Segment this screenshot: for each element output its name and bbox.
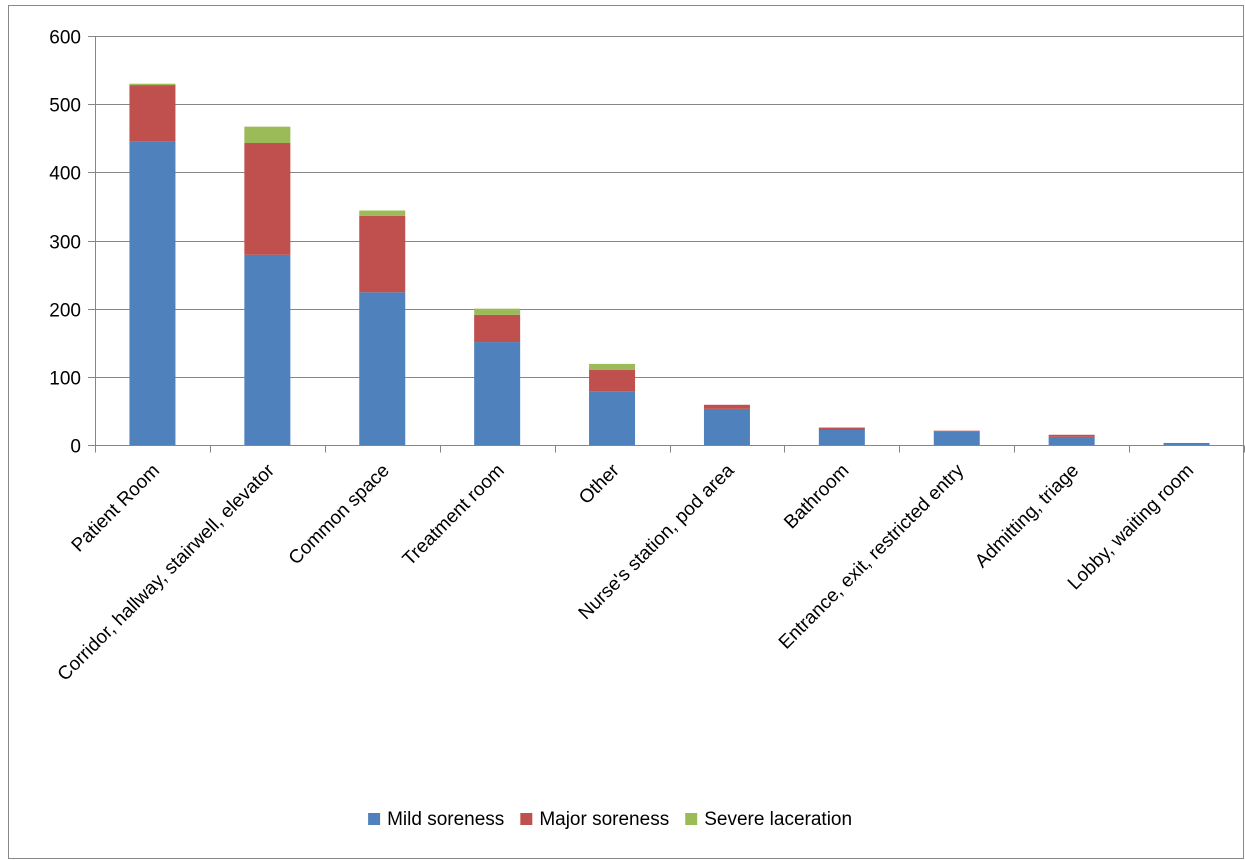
y-tick-label: 500 bbox=[49, 96, 81, 117]
bar-severe-laceration bbox=[359, 210, 406, 216]
bars bbox=[129, 83, 1210, 446]
chart-frame: 0 100 200 300 400 500 600 Patient Room Corridor… bbox=[8, 5, 1245, 859]
x-tick-label: Patient Room bbox=[68, 460, 164, 556]
legend-label: Severe laceration bbox=[704, 809, 852, 830]
bar-major-soreness bbox=[933, 430, 980, 432]
bar-mild-soreness bbox=[818, 430, 865, 445]
y-tick-label: 100 bbox=[49, 369, 81, 390]
bar-severe-laceration bbox=[589, 363, 636, 371]
bar-severe-laceration bbox=[129, 83, 176, 86]
bar-mild-soreness bbox=[589, 391, 636, 445]
bar-major-soreness bbox=[589, 370, 636, 392]
bar-severe-laceration bbox=[818, 427, 865, 428]
bar-major-soreness bbox=[359, 215, 406, 293]
axes bbox=[88, 36, 1245, 453]
bar-major-soreness bbox=[1048, 434, 1095, 437]
bar-major-soreness bbox=[818, 427, 865, 431]
bar-severe-laceration bbox=[244, 126, 291, 144]
y-tick-label: 200 bbox=[49, 301, 81, 322]
bar-mild-soreness bbox=[129, 141, 176, 446]
x-tick-label: Entrance, exit, restricted entry bbox=[775, 460, 969, 654]
bar-major-soreness bbox=[244, 143, 291, 255]
bar-mild-soreness bbox=[1048, 436, 1095, 445]
bar-severe-laceration bbox=[474, 308, 521, 315]
bar-mild-soreness bbox=[244, 254, 291, 445]
bar-major-soreness bbox=[474, 314, 521, 343]
x-tick-label: Common space bbox=[285, 460, 394, 569]
legend-swatch bbox=[520, 813, 533, 825]
legend: Mild soreness Major soreness Severe lacera… bbox=[368, 809, 852, 830]
x-tick-label: Other bbox=[575, 460, 624, 509]
y-tick-labels: 0 100 200 300 400 500 600 bbox=[49, 28, 81, 458]
bar-major-soreness bbox=[703, 404, 750, 409]
y-tick-label: 300 bbox=[49, 233, 81, 254]
bar-mild-soreness bbox=[703, 408, 750, 445]
bar-mild-soreness bbox=[359, 292, 406, 445]
x-tick-label: Corridor, hallway, stairwell, elevator bbox=[54, 460, 280, 686]
bar-mild-soreness bbox=[933, 431, 980, 445]
x-tick-label: Bathroom bbox=[780, 460, 853, 533]
bar-mild-soreness bbox=[474, 342, 521, 445]
stacked-bar-chart: 0 100 200 300 400 500 600 Patient RoomCorridor… bbox=[49, 28, 1245, 830]
legend-swatch bbox=[368, 813, 381, 825]
x-tick-label: Treatment room bbox=[399, 460, 509, 570]
bar-major-soreness bbox=[129, 85, 176, 142]
y-tick-label: 0 bbox=[70, 437, 81, 458]
legend-label: Major soreness bbox=[539, 809, 669, 830]
y-tick-label: 600 bbox=[49, 28, 81, 49]
bar-mild-soreness bbox=[1163, 442, 1210, 445]
x-tick-label: Admitting, triage bbox=[971, 460, 1083, 572]
legend-swatch bbox=[685, 813, 698, 825]
legend-label: Mild soreness bbox=[387, 809, 504, 830]
y-tick-label: 400 bbox=[49, 164, 81, 185]
x-tick-label: Lobby, waiting room bbox=[1064, 460, 1198, 594]
